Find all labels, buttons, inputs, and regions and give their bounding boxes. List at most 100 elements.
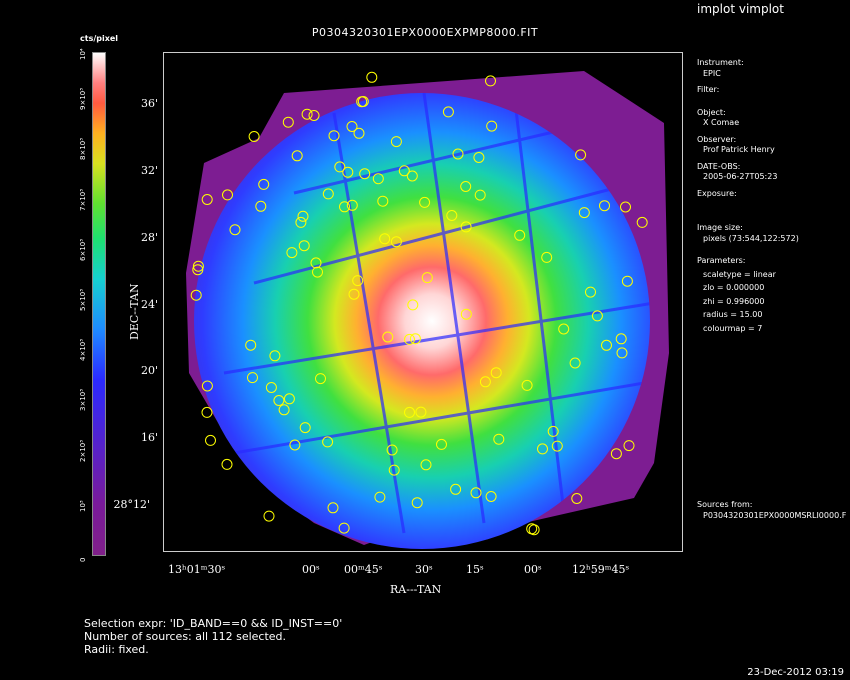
source-marker — [346, 121, 358, 132]
source-marker — [201, 194, 213, 205]
date-obs-value: 2005-06-27T05:23 — [703, 172, 778, 181]
colorbar-tick-label: 2×10³ — [79, 439, 87, 462]
x-tick-label: 30ˢ — [415, 563, 433, 576]
source-marker — [282, 116, 294, 128]
source-marker — [382, 331, 394, 343]
source-marker — [474, 189, 486, 201]
source-marker — [221, 458, 233, 470]
source-marker — [436, 438, 447, 450]
source-marker — [386, 444, 398, 456]
y-axis-label: DEC--TAN — [128, 283, 141, 340]
source-marker — [247, 372, 258, 384]
param-zhi: zhi = 0.996000 — [703, 296, 765, 306]
source-marker — [245, 339, 257, 351]
xray-image — [186, 71, 669, 549]
x-tick-label: 00ˢ — [524, 563, 542, 576]
source-marker — [201, 406, 213, 418]
colorbar-tick-label: 9×10³ — [79, 88, 87, 111]
source-marker — [295, 216, 307, 228]
source-marker — [623, 440, 635, 452]
source-markers — [190, 71, 648, 536]
colorbar-tick-label: 7×10³ — [79, 188, 87, 211]
source-marker — [192, 260, 204, 272]
source-marker — [616, 347, 628, 359]
source-marker — [398, 165, 410, 177]
colorbar-tick-label: 8×10³ — [79, 138, 87, 161]
source-marker — [537, 443, 548, 455]
param-radius: radius = 15.00 — [703, 310, 763, 319]
source-marker — [411, 497, 423, 509]
source-marker — [201, 380, 213, 392]
source-marker — [310, 257, 322, 269]
source-marker — [610, 448, 622, 460]
source-marker — [407, 299, 419, 311]
instrument-value: EPIC — [703, 68, 721, 78]
source-marker — [265, 382, 277, 393]
source-marker — [528, 524, 540, 536]
source-marker — [547, 425, 559, 437]
source-marker — [450, 483, 462, 495]
source-marker — [473, 152, 485, 163]
source-marker — [514, 229, 526, 241]
source-marker — [315, 373, 326, 385]
detector-field — [194, 93, 650, 549]
selection-expr: Selection expr: 'ID_BAND==0 && ID_INST==… — [84, 617, 343, 630]
source-marker — [460, 181, 472, 192]
source-marker — [190, 289, 202, 301]
source-marker — [205, 434, 216, 446]
source-marker — [348, 288, 360, 300]
source-marker — [551, 440, 563, 452]
source-marker — [222, 189, 233, 201]
source-marker — [621, 275, 633, 287]
exposure-label: Exposure: — [697, 188, 737, 198]
colorbar-tick-label: 5×10³ — [79, 288, 87, 311]
source-marker — [636, 216, 648, 228]
colorbar-tick-label: 3×10³ — [79, 389, 87, 412]
param-zlo: zlo = 0.000000 — [703, 283, 765, 292]
source-marker — [406, 170, 418, 182]
source-marker — [374, 491, 386, 503]
source-marker — [312, 266, 323, 278]
source-marker — [446, 210, 458, 221]
source-marker — [346, 199, 358, 211]
date-obs-label: DATE-OBS: — [697, 161, 741, 171]
colorbar-tick-label: 10³ — [79, 500, 87, 512]
object-label: Object: — [697, 107, 726, 117]
y-tick-label: 32' — [140, 164, 158, 177]
source-marker — [541, 251, 553, 263]
colorbar — [92, 52, 106, 556]
source-marker — [620, 201, 631, 213]
source-marker — [452, 148, 464, 160]
number-of-sources: Number of sources: all 112 selected. — [84, 630, 287, 643]
colorbar-tick-label: 4×10³ — [79, 339, 87, 362]
source-marker — [278, 404, 290, 416]
sources-value: P0304320301EPX0000MSRLI0000.F — [703, 510, 847, 520]
source-marker — [342, 166, 354, 178]
source-marker — [415, 406, 427, 418]
source-marker — [479, 376, 491, 388]
x-tick-label: 00ˢ — [302, 563, 320, 576]
y-tick-label: 16' — [140, 431, 158, 444]
source-marker — [485, 75, 496, 87]
source-marker — [322, 188, 334, 200]
source-marker — [599, 200, 610, 212]
source-marker — [338, 522, 350, 534]
source-marker — [353, 127, 365, 139]
parameters-label: Parameters: — [697, 256, 746, 265]
source-marker — [286, 247, 298, 259]
source-marker — [404, 406, 415, 418]
timestamp: 23-Dec-2012 03:19 — [747, 667, 844, 678]
image-size-value: pixels (73:544,122:572) — [703, 233, 799, 243]
filter-label: Filter: — [697, 85, 720, 94]
instrument-label: Instrument: — [697, 58, 744, 67]
y-tick-label: 28' — [140, 231, 158, 244]
colorbar-tick-label: 10⁴ — [79, 48, 87, 60]
source-marker — [421, 272, 433, 284]
x-tick-label: 00ᵐ45ˢ — [344, 563, 383, 576]
image-frame — [163, 52, 683, 552]
param-colourmap: colourmap = 7 — [703, 323, 763, 333]
source-marker — [339, 201, 350, 213]
source-marker — [248, 131, 260, 142]
source-marker — [409, 333, 421, 345]
source-marker — [404, 333, 415, 345]
